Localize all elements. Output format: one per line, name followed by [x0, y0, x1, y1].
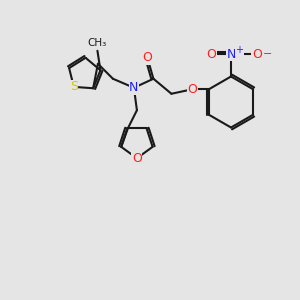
Text: O: O — [252, 47, 262, 61]
Text: +: + — [236, 45, 244, 56]
Text: S: S — [70, 80, 78, 93]
Text: O: O — [207, 47, 216, 61]
Text: CH₃: CH₃ — [88, 38, 107, 48]
Text: O: O — [142, 51, 152, 64]
Text: O: O — [132, 152, 142, 165]
Text: N: N — [226, 47, 236, 61]
Text: O: O — [188, 83, 197, 96]
Text: −: − — [263, 49, 272, 59]
Text: N: N — [129, 81, 139, 94]
